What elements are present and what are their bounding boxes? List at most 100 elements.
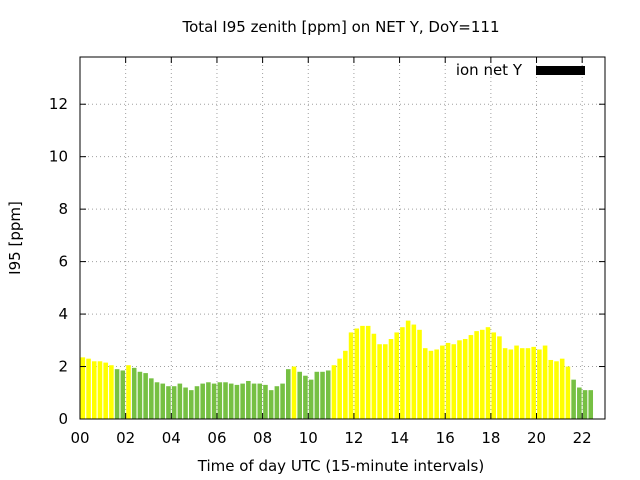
- x-tick-label-11: 22: [573, 429, 592, 447]
- bar-59: [417, 329, 422, 419]
- bar-53: [383, 344, 388, 419]
- x-tick-label-6: 12: [344, 429, 363, 447]
- bar-49: [360, 325, 365, 419]
- bar-41: [314, 371, 320, 419]
- bar-74: [502, 348, 508, 419]
- bar-58: [411, 324, 417, 419]
- bar-16: [171, 386, 177, 419]
- bar-85: [565, 366, 571, 419]
- bar-80: [537, 349, 542, 419]
- bar-57: [405, 320, 411, 419]
- bar-78: [525, 348, 531, 419]
- x-tick-label-4: 08: [253, 429, 272, 447]
- bar-83: [554, 361, 559, 419]
- bar-68: [468, 335, 474, 419]
- bar-50: [365, 325, 371, 419]
- x-tick-label-10: 20: [527, 429, 546, 447]
- bars-group: [80, 320, 594, 419]
- x-tick-label-2: 04: [162, 429, 181, 447]
- bar-3: [97, 361, 103, 419]
- bar-56: [400, 327, 405, 419]
- bar-25: [223, 382, 228, 419]
- bar-6: [114, 369, 120, 419]
- legend: ion net Y: [456, 61, 585, 79]
- bar-31: [257, 383, 263, 419]
- bar-72: [491, 332, 497, 419]
- bar-32: [263, 384, 268, 419]
- bar-47: [348, 332, 354, 419]
- bar-20: [194, 386, 200, 419]
- bar-36: [286, 369, 291, 419]
- bar-19: [188, 390, 194, 419]
- bar-86: [571, 379, 576, 419]
- y-axis-label: I95 [ppm]: [6, 201, 24, 275]
- bar-42: [320, 371, 325, 419]
- bar-48: [354, 328, 360, 419]
- bar-70: [480, 329, 485, 419]
- bar-64: [445, 342, 451, 419]
- plot-frame: [79, 56, 606, 420]
- bar-82: [548, 359, 554, 419]
- bar-23: [211, 383, 217, 419]
- grid-lines: [80, 57, 605, 419]
- bar-27: [234, 384, 240, 419]
- x-tick-label-1: 02: [116, 429, 135, 447]
- x-axis-ticks: 00 02 04 06 08 10 12 14 16 18 20 22: [70, 57, 592, 447]
- bar-7: [120, 370, 126, 419]
- bar-28: [240, 383, 245, 419]
- bar-22: [206, 382, 211, 419]
- bar-30: [251, 383, 257, 419]
- bar-40: [308, 379, 314, 419]
- bar-38: [297, 371, 302, 419]
- bar-55: [394, 332, 399, 419]
- y-tick-label-6: 12: [49, 95, 68, 113]
- bar-51: [371, 333, 377, 419]
- legend-label: ion net Y: [456, 61, 523, 79]
- bar-79: [531, 346, 536, 419]
- bar-39: [303, 375, 308, 419]
- y-axis-ticks: 0 2 4 6 8 10 12: [49, 95, 605, 428]
- x-tick-label-5: 10: [299, 429, 318, 447]
- bar-10: [137, 371, 143, 419]
- bar-71: [485, 327, 491, 419]
- bar-43: [325, 370, 331, 419]
- bar-81: [542, 345, 548, 419]
- bar-12: [149, 378, 154, 419]
- x-tick-label-7: 14: [390, 429, 409, 447]
- bar-24: [217, 382, 223, 419]
- bar-46: [343, 350, 348, 419]
- bar-34: [274, 386, 280, 419]
- bar-89: [588, 390, 594, 419]
- bar-61: [428, 350, 434, 419]
- legend-swatch: [536, 66, 585, 75]
- bar-62: [434, 349, 439, 419]
- bar-77: [519, 348, 525, 419]
- bar-18: [183, 387, 188, 419]
- y-tick-label-5: 10: [49, 148, 68, 166]
- bar-21: [200, 383, 205, 419]
- y-tick-label-3: 6: [58, 253, 68, 271]
- bar-67: [462, 338, 468, 419]
- bar-54: [388, 338, 394, 419]
- bar-52: [377, 344, 382, 419]
- bar-8: [126, 365, 131, 419]
- chart-title: Total I95 zenith [ppm] on NET Y, DoY=111: [181, 18, 499, 36]
- bar-15: [166, 386, 171, 419]
- bar-37: [291, 366, 297, 419]
- bar-35: [280, 383, 285, 419]
- bar-14: [160, 383, 166, 419]
- bar-5: [109, 365, 114, 419]
- bar-29: [246, 380, 251, 419]
- bar-45: [337, 358, 342, 419]
- bar-17: [177, 383, 183, 419]
- x-axis-label: Time of day UTC (15-minute intervals): [197, 457, 484, 475]
- bar-76: [514, 345, 519, 419]
- y-tick-label-2: 4: [58, 305, 68, 323]
- bar-60: [422, 348, 428, 419]
- bar-11: [143, 373, 148, 419]
- bar-63: [440, 345, 445, 419]
- bar-69: [474, 331, 479, 419]
- bar-4: [103, 362, 108, 419]
- bar-33: [268, 390, 274, 419]
